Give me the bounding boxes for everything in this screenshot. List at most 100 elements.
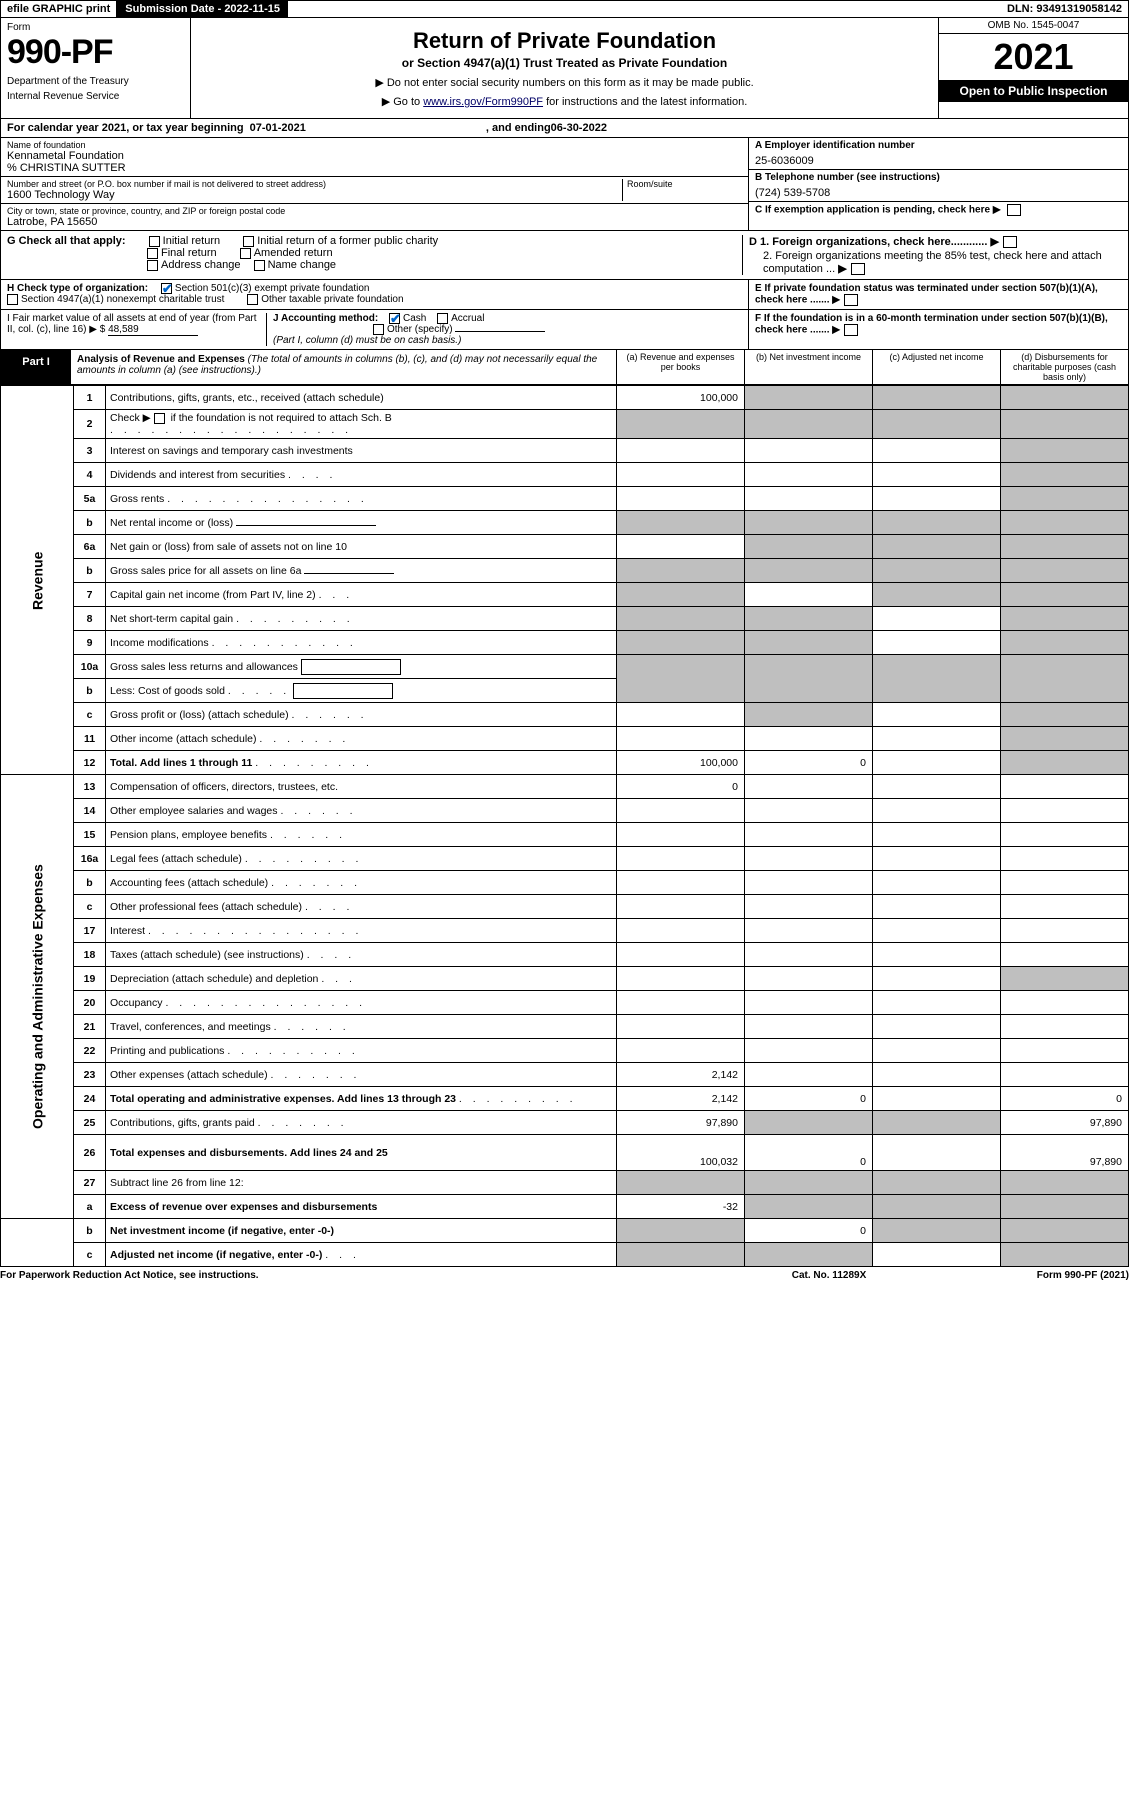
col-b-val: [745, 1015, 873, 1039]
table-row: 3Interest on savings and temporary cash …: [1, 439, 1129, 463]
table-row: 25Contributions, gifts, grants paid . . …: [1, 1111, 1129, 1135]
dots: . . . . .: [228, 685, 290, 697]
line-num: 26: [74, 1135, 106, 1171]
d: Gross sales price for all assets on line…: [110, 565, 301, 577]
line-desc: Accounting fees (attach schedule) . . . …: [106, 871, 617, 895]
col-c-val: [873, 1195, 1001, 1219]
line-desc: Check ▶ if the foundation is not require…: [106, 410, 617, 439]
col-a-val: [617, 439, 745, 463]
room-label: Room/suite: [627, 179, 742, 189]
line-num: 8: [74, 607, 106, 631]
f-checkbox[interactable]: [844, 324, 858, 336]
initial-return-checkbox[interactable]: [149, 236, 160, 247]
col-b-val: 0: [745, 751, 873, 775]
col-a-val: [617, 607, 745, 631]
care-of: % CHRISTINA SUTTER: [7, 162, 742, 174]
e-checkbox[interactable]: [844, 294, 858, 306]
line-desc: Dividends and interest from securities .…: [106, 463, 617, 487]
arrow-icon: ▶: [990, 236, 998, 248]
dept-treasury: Department of the Treasury: [7, 76, 184, 87]
d-section: D 1. Foreign organizations, check here..…: [742, 235, 1122, 275]
irs-link[interactable]: www.irs.gov/Form990PF: [423, 96, 543, 108]
d1-label: D 1. Foreign organizations, check here..…: [749, 236, 987, 248]
col-a-val: [617, 559, 745, 583]
col-d-val: [1001, 1243, 1129, 1267]
sch-b-checkbox[interactable]: [154, 413, 165, 424]
col-b-val: [745, 967, 873, 991]
col-d-val: [1001, 583, 1129, 607]
cash-checkbox[interactable]: [389, 313, 400, 324]
exemption-checkbox[interactable]: [1007, 204, 1021, 216]
col-d-val: [1001, 967, 1129, 991]
col-a-val: [617, 487, 745, 511]
d: Other employee salaries and wages: [110, 805, 278, 817]
initial-former-checkbox[interactable]: [243, 236, 254, 247]
dots: . . . . . .: [274, 1021, 350, 1033]
g-opt-4: Address change: [161, 259, 241, 271]
dots: . . .: [325, 1249, 360, 1261]
col-c-val: [873, 1219, 1001, 1243]
blank-line: [236, 525, 376, 526]
col-c-val: [873, 799, 1001, 823]
other-taxable-checkbox[interactable]: [247, 294, 258, 305]
line-num: 23: [74, 1063, 106, 1087]
address-change-checkbox[interactable]: [147, 260, 158, 271]
col-b-val: 0: [745, 1087, 873, 1111]
col-b-val: [745, 511, 873, 535]
col-b-header: (b) Net investment income: [744, 350, 872, 384]
amended-return-checkbox[interactable]: [240, 248, 251, 259]
col-a-val: [617, 1171, 745, 1195]
line-num: 18: [74, 943, 106, 967]
d: Legal fees (attach schedule): [110, 853, 242, 865]
cal-begin: 07-01-2021: [250, 122, 306, 134]
col-a-val: [617, 847, 745, 871]
other-method-checkbox[interactable]: [373, 324, 384, 335]
dots: . . . . . . . . .: [236, 613, 354, 625]
col-c-val: [873, 751, 1001, 775]
arrow-icon: ▶: [832, 295, 840, 306]
d: Gross profit or (loss) (attach schedule): [110, 709, 289, 721]
city-state-zip: Latrobe, PA 15650: [7, 216, 742, 228]
dots: . . . . . . . . . . . . . . . .: [148, 925, 362, 937]
col-a-val: [617, 631, 745, 655]
form-title-block: Return of Private Foundation or Section …: [191, 18, 938, 118]
form-title: Return of Private Foundation: [195, 28, 934, 54]
e-section: E If private foundation status was termi…: [748, 280, 1128, 309]
col-a-val: [617, 991, 745, 1015]
h-label: H Check type of organization:: [7, 283, 148, 294]
table-row: cOther professional fees (attach schedul…: [1, 895, 1129, 919]
accrual-checkbox[interactable]: [437, 313, 448, 324]
col-c-val: [873, 895, 1001, 919]
col-b-val: [745, 943, 873, 967]
col-a-val: [617, 727, 745, 751]
line-desc: Less: Cost of goods sold . . . . .: [106, 679, 617, 703]
col-c-val: [873, 439, 1001, 463]
part1-table: Revenue 1 Contributions, gifts, grants, …: [0, 385, 1129, 1267]
table-row: 5aGross rents . . . . . . . . . . . . . …: [1, 487, 1129, 511]
d: Pension plans, employee benefits: [110, 829, 267, 841]
501c3-checkbox[interactable]: [161, 283, 172, 294]
table-row: 22Printing and publications . . . . . . …: [1, 1039, 1129, 1063]
table-row: 20Occupancy . . . . . . . . . . . . . . …: [1, 991, 1129, 1015]
d: Capital gain net income (from Part IV, l…: [110, 589, 316, 601]
final-return-checkbox[interactable]: [147, 248, 158, 259]
line-num: c: [74, 895, 106, 919]
r2-post: if the foundation is not required to att…: [168, 412, 392, 424]
exemption-label: C If exemption application is pending, c…: [755, 205, 990, 216]
col-b-val: [745, 559, 873, 583]
d2-checkbox[interactable]: [851, 263, 865, 275]
d1-checkbox[interactable]: [1003, 236, 1017, 248]
ein-value: 25-6036009: [755, 155, 1122, 167]
col-b-val: [745, 583, 873, 607]
h-section: H Check type of organization: Section 50…: [1, 280, 748, 309]
line-num: 9: [74, 631, 106, 655]
col-d-val: [1001, 799, 1129, 823]
col-d-val: [1001, 751, 1129, 775]
table-row: 17Interest . . . . . . . . . . . . . . .…: [1, 919, 1129, 943]
4947a1-checkbox[interactable]: [7, 294, 18, 305]
cal-end: 06-30-2022: [551, 122, 607, 134]
col-d-val: [1001, 727, 1129, 751]
name-change-checkbox[interactable]: [254, 260, 265, 271]
col-a-val: [617, 1219, 745, 1243]
col-d-val: [1001, 535, 1129, 559]
